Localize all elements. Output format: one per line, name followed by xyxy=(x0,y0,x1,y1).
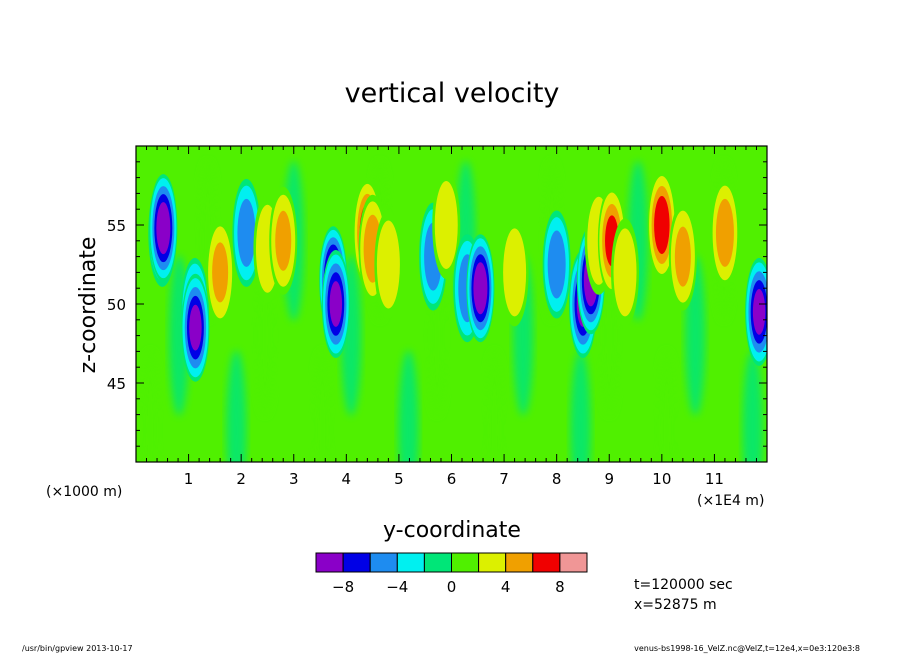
downdraft-feature xyxy=(149,174,178,283)
colorbar-swatch xyxy=(532,552,561,573)
x-tick-label: 11 xyxy=(705,470,724,488)
contour-level xyxy=(157,206,170,251)
contour-level xyxy=(189,304,202,351)
colorbar-swatch xyxy=(396,552,425,573)
downdraft-feature xyxy=(321,250,350,358)
downdraft-feature xyxy=(181,273,210,382)
x-tick-label: 2 xyxy=(236,470,246,488)
background-band xyxy=(742,350,763,462)
downdraft-feature xyxy=(745,257,767,366)
contour-level xyxy=(239,205,254,261)
contour-level xyxy=(474,266,487,311)
background-band xyxy=(140,350,161,462)
chart-title: vertical velocity xyxy=(345,78,560,109)
colorbar-swatch xyxy=(559,552,588,573)
updraft-feature xyxy=(710,178,739,287)
contour-level xyxy=(212,242,229,303)
background-band xyxy=(226,350,247,462)
colorbar: −8 −4 0 4 8 xyxy=(315,552,588,596)
contour-level xyxy=(275,210,292,271)
y-axis-label: z-coordinate xyxy=(76,237,101,374)
colorbar-tick-label: 8 xyxy=(555,578,565,596)
footer-right: venus-bs1998-16_VelZ.nc@VelZ,t=12e4,x=0e… xyxy=(634,644,860,653)
contour-level xyxy=(752,289,766,335)
updraft-feature xyxy=(647,171,676,279)
plot-area xyxy=(136,146,767,462)
downdraft-feature xyxy=(232,178,261,287)
x-axis: 1 2 3 4 5 6 7 8 9 10 11 xyxy=(146,146,757,488)
contour-level xyxy=(329,281,343,327)
x-position-annotation: x=52875 m xyxy=(634,597,717,613)
contour-level xyxy=(505,238,524,307)
footer-left: /usr/bin/gpview 2013-10-17 xyxy=(22,644,133,653)
colorbar-swatch xyxy=(342,552,371,573)
updraft-feature xyxy=(611,218,640,327)
x-tick-label: 4 xyxy=(342,470,352,488)
colorbar-tick-label: 0 xyxy=(447,578,457,596)
downdraft-feature xyxy=(466,234,495,343)
x-tick-label: 8 xyxy=(552,470,562,488)
colorbar-tick-label: −4 xyxy=(386,578,408,596)
velocity-features xyxy=(148,171,767,382)
downdraft-feature xyxy=(542,210,571,319)
x-tick-label: 10 xyxy=(652,470,671,488)
x-tick-label: 5 xyxy=(394,470,404,488)
y-tick-label: 55 xyxy=(107,217,126,235)
colorbar-swatch xyxy=(505,552,534,573)
contour-level xyxy=(549,237,565,292)
y-tick-label: 45 xyxy=(107,375,126,393)
updraft-feature xyxy=(668,202,697,311)
background-band xyxy=(484,350,505,462)
updraft-feature xyxy=(500,218,529,327)
time-annotation: t=120000 sec xyxy=(634,577,733,593)
x-tick-label: 3 xyxy=(289,470,299,488)
contour-level xyxy=(655,201,669,249)
contour-level xyxy=(379,230,398,299)
background-band xyxy=(656,350,677,462)
x-tick-label: 7 xyxy=(499,470,509,488)
colorbar-swatch xyxy=(451,552,480,573)
updraft-feature xyxy=(206,218,235,327)
background-band xyxy=(312,350,333,462)
background-band xyxy=(570,350,591,462)
x-tick-label: 6 xyxy=(447,470,457,488)
updraft-feature xyxy=(269,186,298,295)
contour-level xyxy=(674,226,691,287)
colorbar-swatch xyxy=(315,552,344,573)
y-axis: 45 50 55 xyxy=(107,161,767,447)
x-tick-label: 1 xyxy=(184,470,194,488)
colorbar-swatch xyxy=(478,552,507,573)
colorbar-tick-label: −8 xyxy=(332,578,354,596)
x-axis-label: y-coordinate xyxy=(383,518,521,543)
x-unit-left: (×1000 m) xyxy=(46,484,122,500)
contour-level xyxy=(437,191,456,259)
x-unit-right: (×1E4 m) xyxy=(697,493,764,509)
x-tick-label: 9 xyxy=(604,470,614,488)
updraft-feature xyxy=(374,210,403,319)
colorbar-swatch xyxy=(369,552,398,573)
contour-level xyxy=(717,205,733,261)
background-band xyxy=(398,350,419,462)
y-tick-label: 50 xyxy=(107,296,126,314)
colorbar-swatch xyxy=(423,552,452,573)
updraft-feature xyxy=(432,171,461,279)
contour-level xyxy=(616,238,635,307)
colorbar-tick-label: 4 xyxy=(501,578,511,596)
